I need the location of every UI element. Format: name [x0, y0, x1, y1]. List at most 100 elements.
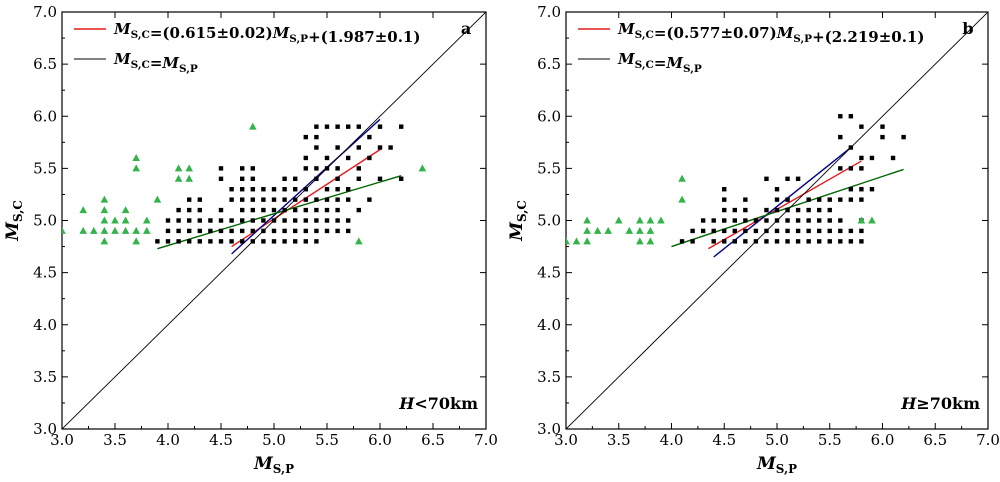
black-square-point — [261, 239, 266, 244]
black-square-point — [732, 207, 737, 213]
black-square-point — [346, 228, 351, 234]
black-square-point — [208, 228, 213, 234]
black-square-point — [303, 187, 308, 192]
green-triangle-point — [121, 206, 130, 214]
black-square-point — [679, 239, 685, 244]
x-tick-label: 6.0 — [871, 431, 895, 449]
black-square-point — [240, 197, 245, 202]
panel-label: b — [962, 19, 973, 38]
black-square-point — [271, 207, 277, 213]
black-square-point — [346, 197, 351, 202]
black-square-point — [722, 228, 727, 234]
black-square-point — [240, 228, 245, 234]
black-square-point — [848, 166, 854, 171]
black-square-point — [732, 218, 737, 223]
x-tick-label: 5.0 — [765, 431, 789, 449]
black-square-point — [293, 228, 298, 234]
black-square-point — [293, 239, 298, 244]
black-square-point — [732, 228, 737, 234]
black-square-point — [197, 218, 202, 223]
black-square-point — [218, 166, 224, 171]
black-square-point — [314, 145, 319, 150]
black-square-point — [229, 187, 234, 192]
green-triangle-point — [868, 216, 876, 224]
black-square-point — [753, 218, 759, 223]
black-square-point — [785, 197, 790, 202]
black-square-point — [197, 197, 202, 202]
y-tick-label: 7.0 — [33, 3, 57, 21]
black-square-point — [324, 166, 330, 171]
black-square-point — [187, 228, 192, 234]
green-triangle-point — [132, 153, 140, 161]
black-square-point — [240, 218, 245, 223]
black-square-point — [176, 207, 181, 213]
black-square-point — [817, 218, 822, 223]
black-square-point — [785, 218, 790, 223]
black-square-point — [271, 228, 277, 234]
black-square-point — [197, 228, 202, 234]
x-tick-label: 5.5 — [818, 431, 842, 449]
legend: MS,C=(0.615±0.02)MS,P+(1.987±0.1) MS,C=MS… — [74, 20, 420, 75]
black-square-point — [250, 228, 255, 234]
green-triangle-point — [143, 216, 151, 224]
black-square-point — [282, 187, 287, 192]
black-square-point — [250, 166, 255, 171]
black-square-point — [187, 207, 192, 213]
black-square-point — [314, 239, 319, 244]
black-square-point — [314, 176, 319, 181]
black-square-point — [324, 218, 330, 223]
black-square-point — [795, 207, 801, 213]
black-square-point — [303, 239, 308, 244]
black-square-point — [165, 228, 171, 234]
black-square-point — [165, 218, 171, 223]
black-square-point — [700, 228, 706, 234]
black-square-point — [240, 166, 245, 171]
green-triangle-point — [132, 164, 140, 172]
black-square-point — [282, 218, 287, 223]
black-square-point — [690, 228, 695, 234]
legend-entry: MS,C=(0.615±0.02)MS,P+(1.987±0.1) — [113, 20, 420, 46]
y-tick-label: 4.0 — [537, 316, 561, 334]
green-triangle-point — [657, 216, 665, 224]
black-square-point — [335, 218, 340, 223]
black-square-point — [208, 239, 213, 244]
black-square-point — [324, 155, 330, 161]
black-square-point — [303, 228, 308, 234]
y-axis-label: MS,C — [3, 200, 25, 242]
depth-annotation: H<70km — [398, 394, 478, 413]
black-square-point — [303, 197, 308, 202]
black-square-point — [827, 218, 832, 223]
black-square-point — [827, 207, 832, 213]
black-square-point — [314, 228, 319, 234]
black-square-point — [711, 239, 716, 244]
black-square-point — [869, 155, 875, 161]
black-square-point — [806, 207, 811, 213]
black-square-point — [314, 197, 319, 202]
black-square-point — [303, 207, 308, 213]
black-square-point — [806, 228, 811, 234]
black-square-point — [722, 218, 727, 223]
black-square-point — [859, 197, 864, 202]
black-square-point — [229, 228, 234, 234]
black-square-point — [753, 228, 759, 234]
black-square-point — [346, 218, 351, 223]
black-square-point — [324, 228, 330, 234]
black-square-point — [335, 228, 340, 234]
y-tick-label: 6.0 — [33, 107, 57, 125]
green-triangle-point — [355, 237, 363, 245]
green-triangle-point — [625, 226, 634, 234]
red-fit-line — [708, 160, 862, 250]
black-square-point — [890, 155, 896, 161]
black-square-point — [859, 228, 864, 234]
black-square-point — [240, 207, 245, 213]
black-square-point — [335, 176, 340, 181]
black-square-point — [764, 218, 769, 223]
black-square-point — [324, 124, 330, 129]
green-triangle-point — [90, 226, 98, 234]
x-axis-label: MS,P — [253, 454, 294, 476]
black-square-point — [367, 134, 372, 140]
x-axis-label: MS,P — [756, 454, 797, 476]
x-tick-label: 3.0 — [50, 431, 74, 449]
black-square-point — [356, 124, 361, 129]
black-square-point — [176, 239, 181, 244]
